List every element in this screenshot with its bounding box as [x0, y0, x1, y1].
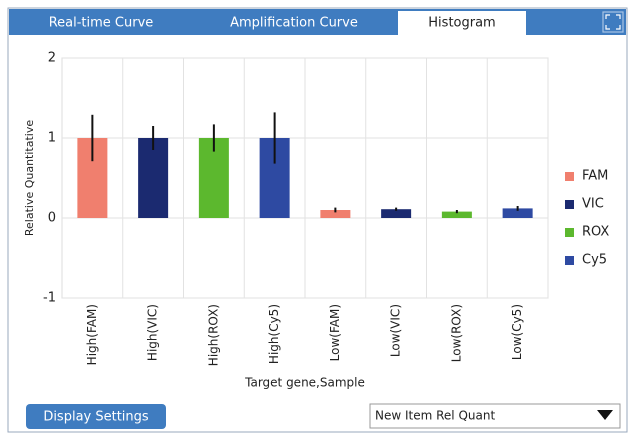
- active-tab[interactable]: [398, 11, 526, 35]
- bar: [441, 211, 472, 218]
- tab[interactable]: Histogram: [428, 16, 495, 31]
- x-tick-label: Low(FAM): [328, 304, 342, 361]
- x-tick-label: High(Cy5): [267, 304, 281, 364]
- legend-swatch: [565, 228, 574, 237]
- legend-swatch: [565, 172, 574, 181]
- y-tick-label: 0: [48, 211, 56, 226]
- legend-swatch: [565, 200, 574, 209]
- legend-swatch: [565, 256, 574, 265]
- legend-label: FAM: [582, 169, 608, 184]
- legend-label: ROX: [582, 225, 609, 240]
- legend-label: VIC: [582, 197, 604, 212]
- y-axis-title: Relative Quantitative: [23, 120, 36, 237]
- x-axis-title: Target gene,Sample: [244, 376, 365, 390]
- button-label[interactable]: Display Settings: [43, 410, 149, 425]
- x-tick-label: High(ROX): [206, 304, 220, 366]
- x-tick-label: High(FAM): [85, 304, 99, 365]
- x-tick-label: Low(Cy5): [510, 304, 524, 360]
- tab[interactable]: Amplification Curve: [230, 16, 358, 31]
- bar: [320, 210, 351, 218]
- bar: [138, 138, 169, 218]
- x-tick-label: Low(VIC): [389, 304, 403, 357]
- y-tick-label: -1: [43, 291, 56, 306]
- tab[interactable]: Real-time Curve: [49, 16, 154, 31]
- bar: [381, 209, 412, 218]
- dropdown-value[interactable]: New Item Rel Quant: [375, 409, 495, 423]
- bar: [502, 208, 533, 218]
- y-tick-label: 1: [48, 131, 56, 146]
- x-tick-label: Low(ROX): [449, 304, 463, 362]
- expand-icon[interactable]: [602, 11, 624, 33]
- display-settings-button[interactable]: [26, 404, 166, 429]
- dropdown[interactable]: [369, 403, 621, 429]
- legend-label: Cy5: [582, 253, 607, 268]
- y-tick-label: 2: [48, 51, 56, 66]
- dropdown-arrow[interactable]: [597, 410, 613, 420]
- x-tick-label: High(VIC): [146, 304, 160, 361]
